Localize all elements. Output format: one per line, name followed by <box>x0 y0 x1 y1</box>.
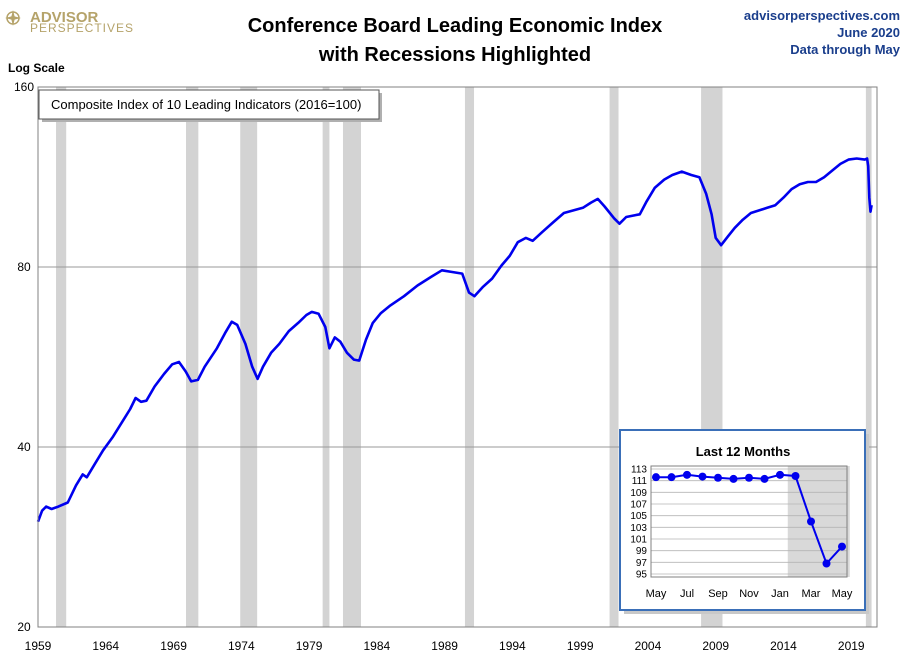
lei-series-line <box>36 157 873 523</box>
inset-data-point <box>683 470 691 479</box>
inset-y-tick-label: 99 <box>636 546 648 557</box>
x-tick-label: 1964 <box>92 639 119 653</box>
inset-x-tick-label: May <box>832 588 853 600</box>
y-tick-label: 20 <box>17 620 31 634</box>
inset-markers <box>652 470 846 568</box>
inset-plot-border <box>650 465 848 578</box>
inset-data-point <box>745 473 753 482</box>
inset-y-tick-label: 95 <box>636 570 648 581</box>
inset-y-tick-label: 113 <box>631 465 647 476</box>
logo: ADVISOR PERSPECTIVES <box>5 9 134 35</box>
x-tick-label: 1999 <box>567 639 594 653</box>
x-tick-label: 1969 <box>160 639 187 653</box>
chart-title: Conference Board Leading Economic Index <box>248 15 663 37</box>
recession-band <box>464 87 475 627</box>
plot-border <box>37 86 878 628</box>
x-tick-label: 2004 <box>635 639 662 653</box>
x-tick-label: 2009 <box>702 639 729 653</box>
chart-subtitle: with Recessions Highlighted <box>318 44 591 66</box>
inset-data-point <box>791 472 800 480</box>
inset-data-point <box>729 474 738 483</box>
recession-band <box>56 87 67 627</box>
site-link[interactable]: advisorperspectives.com <box>744 8 900 23</box>
inset-data-point <box>838 542 846 551</box>
data-through: Data through May <box>790 42 901 57</box>
compass-icon <box>5 10 21 26</box>
inset-x-tick-label: Jan <box>771 588 789 600</box>
recession-band <box>186 87 199 627</box>
legend-box <box>38 89 380 120</box>
inset-data-point <box>652 473 660 482</box>
x-tick-label: 2019 <box>838 639 865 653</box>
x-tick-label: 1994 <box>499 639 526 653</box>
legend: Composite Index of 10 Leading Indicators… <box>38 89 382 122</box>
inset-y-tick-label: 97 <box>636 558 648 569</box>
inset-data-point <box>714 473 722 482</box>
logo-line1: ADVISOR <box>30 9 99 26</box>
legend-label: Composite Index of 10 Leading Indicators… <box>51 97 361 112</box>
inset-chart: Last 12 Months 9597991011031051071091111… <box>619 429 869 614</box>
x-tick-label: 1989 <box>431 639 458 653</box>
inset-y-tick-label: 103 <box>630 523 647 534</box>
recession-band <box>865 87 872 627</box>
inset-x-tick-label: Sep <box>708 588 728 600</box>
inset-data-point <box>667 473 676 482</box>
inset-y-tick-label: 111 <box>632 476 648 487</box>
y-tick-label: 80 <box>17 260 31 274</box>
inset-x-tick-label: Mar <box>802 588 821 600</box>
inset-data-point <box>822 559 831 568</box>
recession-band <box>322 87 330 627</box>
inset-y-tick-label: 109 <box>630 488 647 499</box>
logo-line2: PERSPECTIVES <box>30 21 134 35</box>
inset-data-point <box>698 472 707 481</box>
inset-title: Last 12 Months <box>696 444 791 459</box>
x-tick-label: 1974 <box>228 639 255 653</box>
inset-x-tick-label: Jul <box>680 588 694 600</box>
x-tick-label: 1959 <box>25 639 52 653</box>
y-tick-label: 160 <box>14 80 34 94</box>
inset-data-point <box>807 517 815 526</box>
inset-data-point <box>760 474 769 483</box>
inset-y-tick-label: 105 <box>630 511 647 522</box>
y-tick-label: 40 <box>17 440 31 454</box>
y-ticks: 20 40 80 160 <box>14 80 34 634</box>
inset-x-ticks: May Jul Sep Nov Jan Mar May <box>646 588 853 600</box>
inset-grid <box>651 468 847 575</box>
recession-band <box>609 87 619 627</box>
x-ticks: 1959 1964 1969 1974 1979 1984 1989 1994 1999 2004… <box>25 639 865 653</box>
x-tick-label: 1984 <box>364 639 391 653</box>
report-date: June 2020 <box>837 25 900 40</box>
inset-y-tick-label: 101 <box>630 535 647 546</box>
x-tick-label: 2014 <box>770 639 797 653</box>
inset-x-tick-label: Nov <box>739 588 759 600</box>
y-axis-label: Log Scale <box>8 61 65 75</box>
inset-y-tick-label: 107 <box>630 500 647 511</box>
x-tick-label: 1979 <box>296 639 323 653</box>
inset-data-point <box>776 470 784 479</box>
inset-x-tick-label: May <box>646 588 667 600</box>
